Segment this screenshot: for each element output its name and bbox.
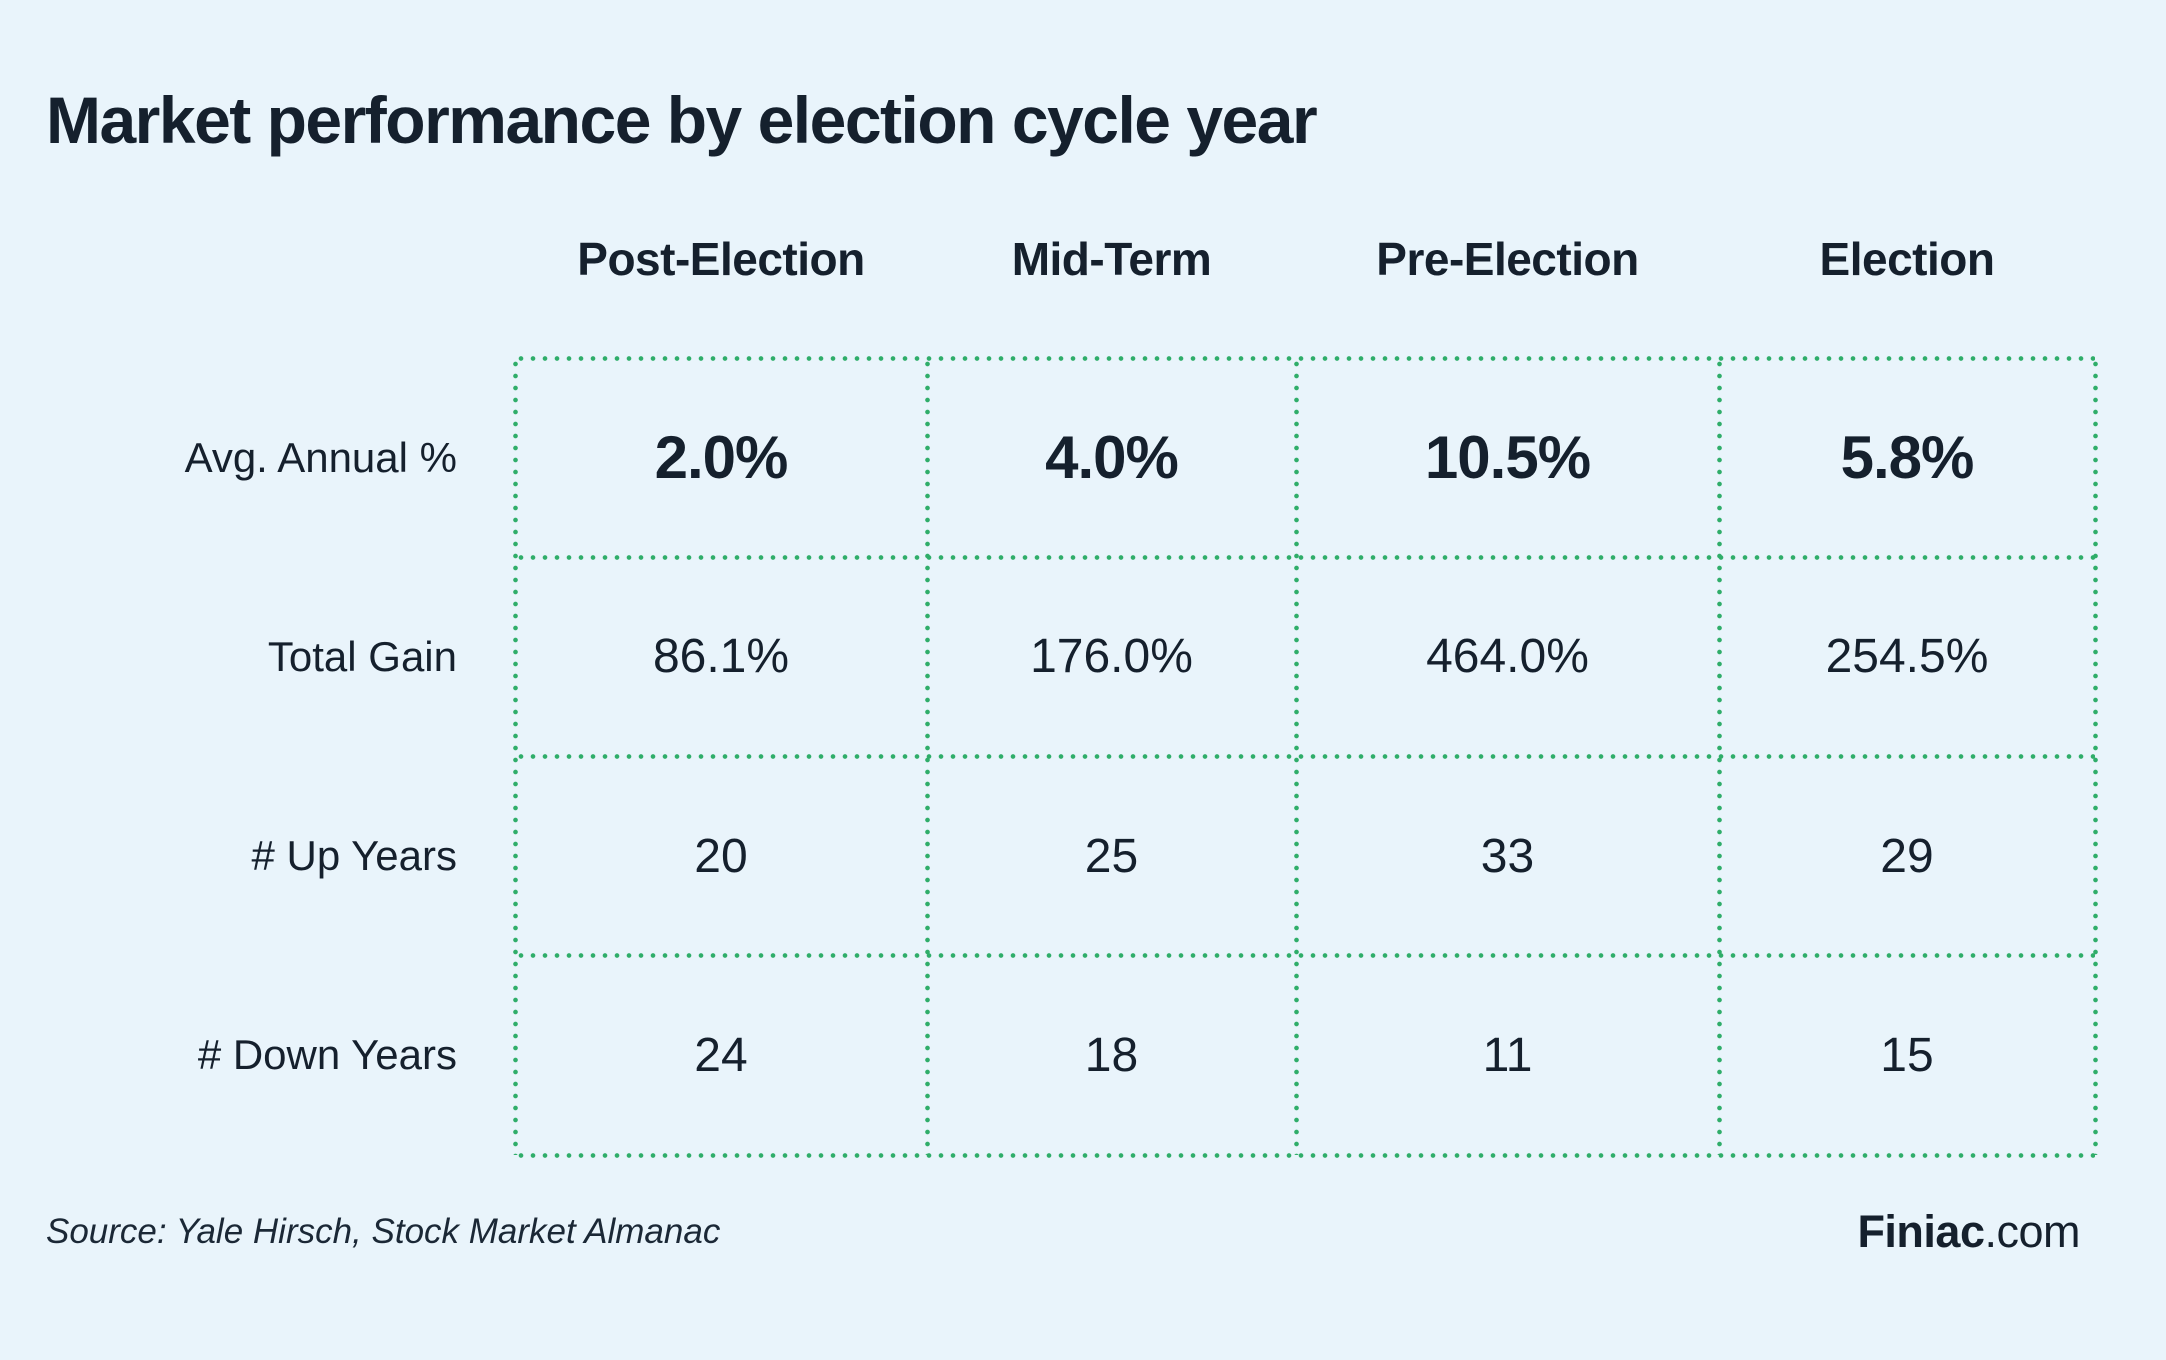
row-label-down-years: # Down Years xyxy=(197,1031,457,1079)
row-label-column: Avg. Annual % Total Gain # Up Years # Do… xyxy=(0,358,487,1155)
cell-up-years-post-election: 20 xyxy=(694,829,748,883)
grid-line-horizontal xyxy=(515,1152,2095,1158)
cell-avg-annual-post-election: 2.0% xyxy=(654,424,789,492)
grid-line-vertical xyxy=(2092,358,2098,1155)
cell-down-years-post-election: 24 xyxy=(694,1028,748,1082)
brand-name: Finiac xyxy=(1857,1206,1985,1257)
column-header-post-election: Post-Election xyxy=(577,233,865,285)
column-header-mid-term: Mid-Term xyxy=(1011,233,1212,285)
cell-down-years-pre-election: 11 xyxy=(1482,1028,1533,1082)
page-title: Market performance by election cycle yea… xyxy=(46,83,1318,158)
cell-up-years-mid-term: 25 xyxy=(1084,829,1139,883)
cell-total-gain-post-election: 86.1% xyxy=(652,630,790,684)
cell-avg-annual-election: 5.8% xyxy=(1840,424,1975,492)
grid-line-horizontal xyxy=(515,554,2095,560)
column-header-pre-election: Pre-Election xyxy=(1376,233,1639,285)
cell-total-gain-mid-term: 176.0% xyxy=(1030,630,1193,684)
table-cells: 2.0% 4.0% 10.5% 5.8% 86.1% 176.0% 464.0%… xyxy=(515,358,2095,1155)
data-table: 2.0% 4.0% 10.5% 5.8% 86.1% 176.0% 464.0%… xyxy=(512,355,2098,1158)
column-header-election: Election xyxy=(1819,233,1995,285)
cell-down-years-mid-term: 18 xyxy=(1084,1028,1139,1082)
brand-tld: .com xyxy=(1984,1206,2080,1257)
row-label-total-gain: Total Gain xyxy=(267,632,457,680)
row-label-up-years: # Up Years xyxy=(251,832,458,880)
row-label-avg-annual: Avg. Annual % xyxy=(184,433,457,481)
cell-up-years-election: 29 xyxy=(1880,829,1934,883)
grid-line-horizontal xyxy=(515,953,2095,959)
cell-total-gain-election: 254.5% xyxy=(1825,630,1989,684)
cell-avg-annual-mid-term: 4.0% xyxy=(1045,424,1179,492)
source-attribution: Source: Yale Hirsch, Stock Market Almana… xyxy=(46,1212,721,1251)
cell-down-years-election: 15 xyxy=(1880,1028,1934,1082)
grid-line-horizontal xyxy=(515,355,2095,361)
cell-avg-annual-pre-election: 10.5% xyxy=(1424,424,1591,492)
cell-up-years-pre-election: 33 xyxy=(1480,829,1535,883)
grid-line-horizontal xyxy=(515,754,2095,759)
cell-total-gain-pre-election: 464.0% xyxy=(1426,630,1589,684)
column-header-row: Post-Election Mid-Term Pre-Election Elec… xyxy=(515,232,2095,286)
brand-wordmark: Finiac.com xyxy=(1857,1206,2080,1258)
